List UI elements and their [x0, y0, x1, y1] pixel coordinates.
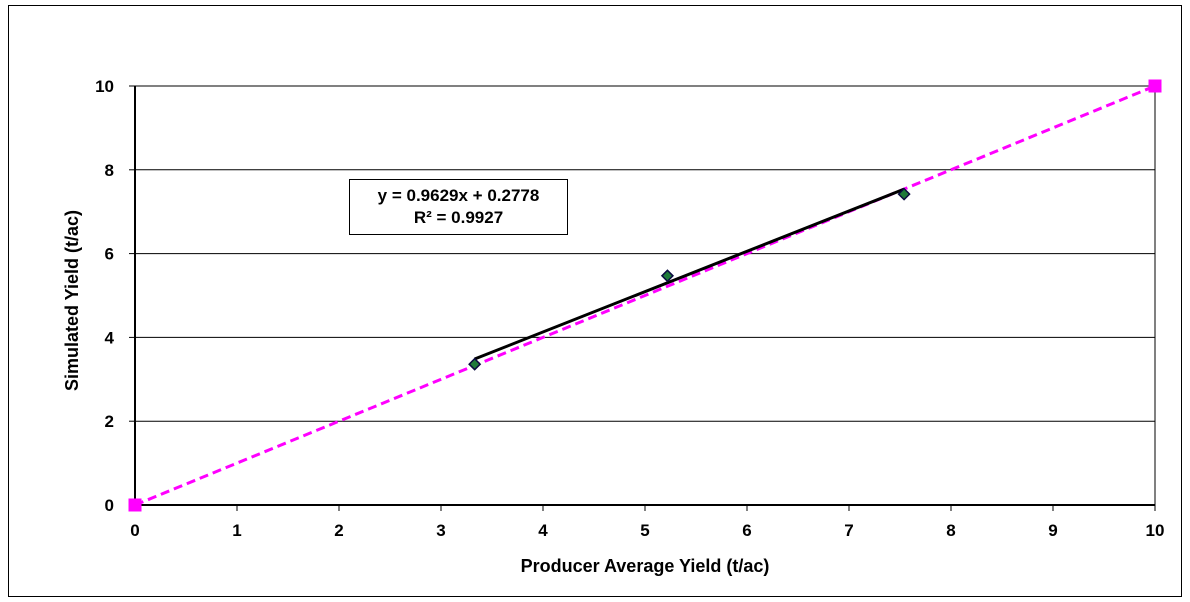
y-tick-label-8: 8	[105, 161, 114, 180]
trendline-equation-box: y = 0.9629x + 0.2778 R² = 0.9927	[349, 179, 568, 235]
trendline-r-squared: R² = 0.9927	[413, 208, 504, 227]
x-tick-label-6: 6	[742, 521, 751, 540]
axes	[129, 85, 1156, 511]
y-tick-label-10: 10	[95, 77, 114, 96]
trendline-equation: y = 0.9629x + 0.2778	[377, 186, 540, 205]
reference-point-0	[128, 498, 142, 512]
x-tick-label-7: 7	[844, 521, 853, 540]
gridlines	[135, 85, 1155, 422]
y-tick-label-6: 6	[105, 245, 114, 264]
x-tick-label-2: 2	[334, 521, 343, 540]
chart-frame	[8, 5, 1182, 597]
x-tick-label-0: 0	[130, 521, 139, 540]
data-point-2	[897, 187, 911, 201]
data-point-0	[468, 357, 482, 371]
y-axis-title: Simulated Yield (t/ac)	[62, 210, 82, 391]
data-series	[128, 79, 1162, 512]
trendline	[474, 187, 905, 361]
x-tick-label-4: 4	[538, 521, 548, 540]
x-tick-label-9: 9	[1048, 521, 1057, 540]
x-tick-label-5: 5	[640, 521, 649, 540]
reference-line	[134, 84, 1156, 507]
x-tick-label-1: 1	[232, 521, 241, 540]
y-tick-label-2: 2	[105, 412, 114, 431]
y-tick-label-0: 0	[105, 496, 114, 515]
x-tick-label-10: 10	[1146, 521, 1165, 540]
tick-labels: 0 1 2 3 4 5 6 7 8 9 10 0 2 4 6 8 10	[95, 77, 1164, 540]
data-point-1	[660, 269, 675, 283]
x-tick-label-3: 3	[436, 521, 445, 540]
y-tick-label-4: 4	[105, 328, 115, 347]
reference-point-1	[1148, 79, 1162, 93]
x-axis-title: Producer Average Yield (t/ac)	[521, 556, 770, 576]
x-tick-label-8: 8	[946, 521, 955, 540]
